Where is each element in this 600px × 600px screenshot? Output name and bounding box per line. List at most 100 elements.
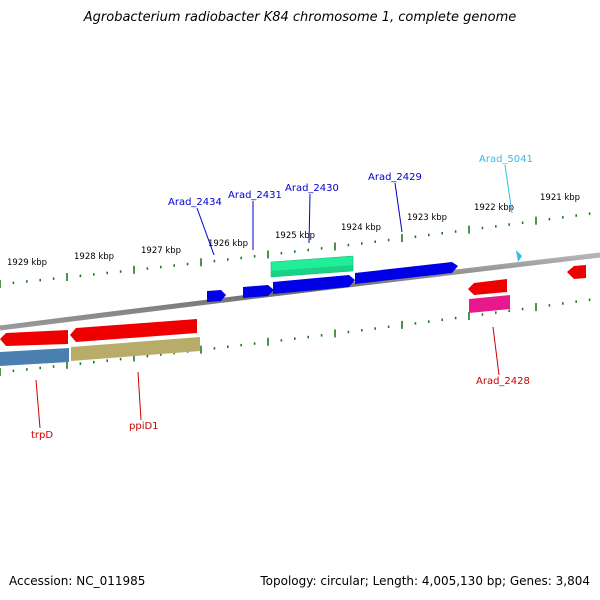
gene-ppid1-khaki-block[interactable] <box>71 337 200 361</box>
upper-scale-tick <box>173 264 175 267</box>
callout-line-arad-2428 <box>492 326 500 376</box>
lower-scale-tick <box>93 360 95 364</box>
lower-scale-tick <box>401 320 403 329</box>
lower-scale-tick <box>441 318 443 322</box>
lower-scale-tick <box>253 342 256 345</box>
gene-arad-5041-arrow[interactable] <box>516 250 522 262</box>
lower-scale-tick <box>106 359 108 362</box>
lower-scale-tick <box>39 366 41 370</box>
callout-line-arad-2429 <box>394 182 403 233</box>
upper-scale-tick <box>361 242 363 245</box>
upper-scale-tick <box>12 281 15 285</box>
upper-scale-tick <box>454 230 457 233</box>
upper-scale-tick <box>79 274 82 278</box>
gene-arad-2431-arrow[interactable] <box>243 285 274 298</box>
lower-scale-tick <box>12 369 15 373</box>
gene-label-arad-2430[interactable]: Arad_2430 <box>285 183 339 194</box>
upper-scale-tick <box>240 256 242 260</box>
upper-scale-tick <box>106 271 108 275</box>
gene-label-arad-2428[interactable]: Arad_2428 <box>476 376 530 387</box>
lower-scale-tick <box>320 334 323 337</box>
upper-scale-tick <box>387 238 390 242</box>
upper-scale-tick <box>39 278 41 282</box>
callout-lines <box>35 164 513 429</box>
gene-label-arad-5041[interactable]: Arad_5041 <box>479 154 533 165</box>
gene-arad-2428-red-arrow[interactable] <box>468 279 507 295</box>
lower-scale-tick <box>227 345 229 348</box>
upper-strand-features <box>270 255 354 278</box>
kbp-label-1926: 1926 kbp <box>208 239 248 249</box>
forward-strand-features <box>207 250 586 302</box>
gene-ppid1-red-arrow[interactable] <box>70 319 197 342</box>
lower-scale-tick <box>119 357 122 361</box>
lower-scale-tick <box>26 368 28 371</box>
gene-arad-2429-arrow[interactable] <box>355 262 458 284</box>
lower-scale-tick <box>160 353 162 356</box>
lower-scale-tick <box>468 312 470 321</box>
gene-trpd-red-arrow[interactable] <box>0 330 68 346</box>
upper-scale-tick <box>267 250 269 259</box>
upper-tick-scale <box>0 212 591 288</box>
lower-scale-tick <box>454 316 457 320</box>
lower-scale-tick <box>200 345 202 354</box>
lower-scale-tick <box>428 320 430 323</box>
upper-scale-tick <box>481 226 484 230</box>
kbp-label-1924: 1924 kbp <box>341 223 381 233</box>
upper-scale-tick <box>66 273 68 281</box>
gene-label-ppid1[interactable]: ppiD1 <box>129 421 159 432</box>
lower-scale-tick <box>588 298 591 301</box>
lower-scale-tick <box>374 327 376 330</box>
lower-scale-tick <box>146 354 149 358</box>
kbp-label-1921: 1921 kbp <box>540 193 580 203</box>
upper-scale-tick <box>588 212 591 215</box>
lower-scale-tick <box>267 337 269 346</box>
gene-arad-2430-arrow[interactable] <box>273 275 355 294</box>
upper-scale-tick <box>428 233 430 237</box>
upper-scale-tick <box>562 216 564 219</box>
lower-scale-tick <box>173 351 175 355</box>
upper-scale-tick <box>521 221 524 224</box>
upper-scale-tick <box>495 225 497 228</box>
lower-scale-tick <box>414 322 417 325</box>
upper-scale-tick <box>575 214 577 217</box>
gene-label-arad-2434[interactable]: Arad_2434 <box>168 197 222 208</box>
callout-line-trpd <box>35 379 41 429</box>
lower-scale-tick <box>361 329 363 332</box>
gene-arad-2428-pink-block[interactable] <box>469 295 510 313</box>
map-title: Agrobacterium radiobacter K84 chromosome… <box>83 10 517 25</box>
lower-scale-tick <box>535 303 537 311</box>
accession-label: Accession: NC_011985 <box>9 574 146 588</box>
upper-scale-tick <box>200 258 202 267</box>
upper-scale-tick <box>307 248 309 252</box>
upper-scale-tick <box>160 265 162 269</box>
lower-scale-tick <box>562 302 564 305</box>
kbp-labels: 1929 kbp 1928 kbp 1927 kbp 1926 kbp 1925… <box>7 193 580 268</box>
upper-scale-tick <box>93 273 95 276</box>
upper-scale-tick <box>548 217 551 221</box>
upper-scale-tick <box>227 258 229 261</box>
reverse-strand-features <box>0 279 510 366</box>
kbp-label-1925: 1925 kbp <box>275 231 315 241</box>
upper-scale-tick <box>186 262 189 266</box>
upper-scale-tick <box>294 250 296 253</box>
upper-scale-tick <box>414 235 417 238</box>
gene-trpd-steelblue-block[interactable] <box>0 348 69 366</box>
lower-scale-tick <box>481 313 484 316</box>
kbp-label-1927: 1927 kbp <box>141 246 181 256</box>
gene-red-edge-arrow[interactable] <box>567 265 586 279</box>
gene-label-arad-2429[interactable]: Arad_2429 <box>368 172 422 183</box>
lower-scale-tick <box>79 362 82 365</box>
upper-scale-tick <box>213 259 216 263</box>
upper-scale-tick <box>441 232 443 235</box>
lower-scale-tick <box>521 307 524 311</box>
upper-scale-tick <box>535 216 537 225</box>
lower-scale-tick <box>66 360 68 369</box>
gene-label-arad-2431[interactable]: Arad_2431 <box>228 190 282 201</box>
lower-scale-tick <box>0 368 1 376</box>
gene-label-trpd[interactable]: trpD <box>31 430 53 441</box>
upper-scale-tick <box>52 277 55 280</box>
upper-scale-tick <box>320 247 323 250</box>
gene-arad-2434-arrow[interactable] <box>207 290 226 302</box>
lower-scale-tick <box>133 353 135 362</box>
